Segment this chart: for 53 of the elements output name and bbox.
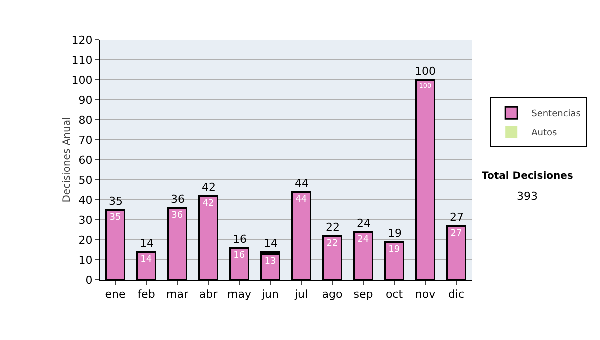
total-label: 27	[450, 211, 464, 224]
y-tick-label: 120	[72, 34, 93, 47]
data-label: 42	[202, 199, 214, 209]
x-tick-label: abr	[199, 288, 218, 302]
y-tick-label: 0	[86, 274, 93, 287]
data-label: 16	[234, 251, 246, 261]
x-tick-label: may	[228, 288, 252, 302]
y-tick-label: 50	[78, 174, 93, 187]
total-label: 100	[415, 65, 436, 78]
total-label: 16	[233, 233, 247, 246]
y-tick-label: 30	[78, 214, 93, 227]
data-label: 44	[296, 195, 308, 205]
data-label: 36	[172, 211, 184, 221]
x-tick-label: ago	[322, 288, 343, 302]
data-label: 22	[326, 239, 338, 249]
y-tick-label: 90	[78, 94, 93, 107]
total-label: 44	[295, 177, 309, 190]
y-axis-title: Decisiones Anual	[62, 117, 73, 203]
x-tick-label: jul	[294, 288, 308, 302]
legend-label: Autos	[532, 128, 558, 139]
x-tick-label: oct	[386, 288, 404, 302]
y-tick-label: 60	[78, 154, 93, 167]
x-tick-label: sep	[354, 288, 374, 302]
data-label: 14	[140, 255, 152, 265]
x-tick-label: jun	[261, 288, 280, 302]
y-tick-label: 70	[78, 134, 93, 147]
total-label: 14	[264, 237, 278, 250]
total-label: 35	[109, 195, 123, 208]
y-tick-label: 10	[78, 254, 93, 267]
x-tick-label: mar	[166, 288, 189, 302]
total-label: 36	[171, 193, 185, 206]
x-tick-label: ene	[105, 288, 126, 302]
y-tick-label: 40	[78, 194, 93, 207]
total-label: 24	[357, 217, 371, 230]
data-label: 24	[358, 235, 370, 245]
total-label: 42	[202, 181, 216, 194]
y-tick-label: 20	[78, 234, 93, 247]
text: 393	[517, 190, 538, 203]
y-tick-label: 110	[72, 54, 93, 67]
y-tick-label: 80	[78, 114, 93, 127]
y-tick-label: 100	[72, 74, 93, 87]
x-tick-label: nov	[415, 288, 436, 302]
total-label: 22	[326, 221, 340, 234]
total-label: 14	[140, 237, 154, 250]
legend-label: Sentencias	[532, 110, 582, 120]
x-tick-label: dic	[448, 288, 465, 302]
text: Total Decisiones	[482, 171, 574, 182]
data-label: 19	[388, 245, 400, 255]
total-label: 19	[388, 227, 402, 240]
x-tick-label: feb	[138, 288, 156, 302]
data-label: 13	[264, 257, 276, 267]
data-label: 35	[110, 213, 122, 223]
data-label: 27	[450, 229, 462, 239]
